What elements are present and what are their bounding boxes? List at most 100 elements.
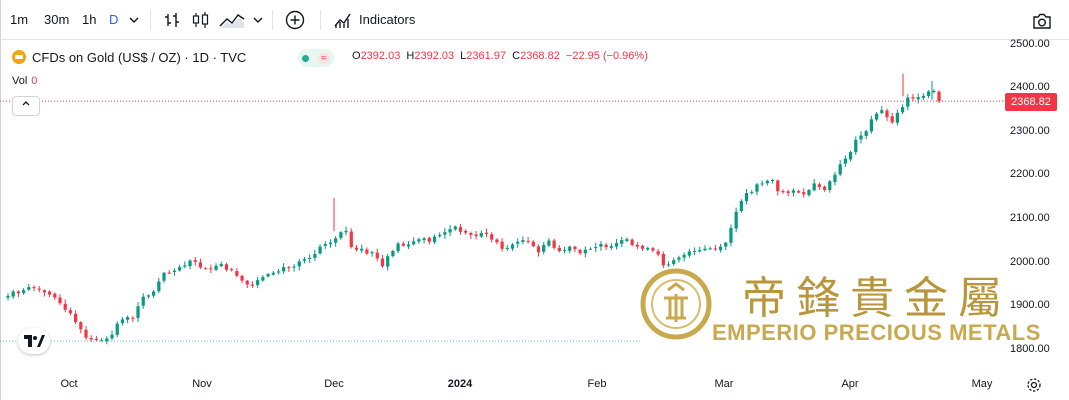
candle xyxy=(542,241,546,255)
candle xyxy=(755,182,759,196)
candle xyxy=(734,207,738,233)
candle xyxy=(848,150,853,162)
candle xyxy=(672,257,676,266)
chart-type-chevron-icon[interactable] xyxy=(252,8,264,32)
tradingview-logo[interactable] xyxy=(18,328,50,354)
candle xyxy=(864,129,868,140)
candle xyxy=(505,244,509,251)
candle xyxy=(412,237,416,246)
candle xyxy=(713,245,717,252)
y-tick-label: 2500.00 xyxy=(1010,38,1050,50)
candle xyxy=(895,109,900,126)
candle xyxy=(890,112,894,125)
candle xyxy=(536,244,541,257)
candle xyxy=(724,241,728,251)
candle xyxy=(386,253,390,271)
candle xyxy=(776,179,780,196)
legend-status-pill[interactable]: ≈ xyxy=(298,49,334,67)
interval-1m[interactable]: 1m xyxy=(10,12,29,27)
candle xyxy=(157,278,161,293)
candle xyxy=(6,293,10,301)
candle xyxy=(32,285,36,292)
candle xyxy=(869,115,873,134)
candle xyxy=(786,189,790,197)
candle xyxy=(438,232,442,238)
bar-style-icon[interactable] xyxy=(163,8,181,32)
candle xyxy=(807,189,811,197)
candle xyxy=(370,250,374,257)
candle xyxy=(594,242,598,253)
candle xyxy=(183,261,187,269)
candle xyxy=(635,242,639,250)
x-tick-label: Apr xyxy=(841,378,859,390)
interval-30m[interactable]: 30m xyxy=(44,12,70,27)
candle xyxy=(682,252,686,262)
left-border xyxy=(0,0,1,400)
candle xyxy=(276,269,281,275)
candle xyxy=(417,237,421,244)
candle xyxy=(880,106,884,114)
candle xyxy=(469,231,473,239)
x-tick-label: 2024 xyxy=(447,378,473,390)
candle xyxy=(448,225,452,237)
candle xyxy=(661,251,665,269)
candle xyxy=(58,294,62,306)
candle xyxy=(152,289,156,298)
candle xyxy=(921,93,926,101)
toolbar-divider xyxy=(272,10,273,30)
candle xyxy=(271,270,275,276)
low-label: L xyxy=(460,50,467,62)
candle xyxy=(900,104,905,115)
candle xyxy=(791,188,795,197)
candle xyxy=(625,237,629,243)
y-tick-label: 2300.00 xyxy=(1010,125,1050,137)
candle xyxy=(204,267,208,270)
candle-style-icon[interactable] xyxy=(191,8,211,32)
interval-1h[interactable]: 1h xyxy=(82,12,97,27)
candle xyxy=(490,232,494,243)
candle xyxy=(843,155,847,167)
candle xyxy=(427,236,431,245)
watermark-brand: EMPERIO PRECIOUS METALS xyxy=(712,320,1041,345)
gear-icon[interactable] xyxy=(1026,377,1042,396)
indicators-button[interactable]: Indicators xyxy=(333,8,415,32)
candle xyxy=(84,325,88,341)
candle xyxy=(120,316,125,326)
collapse-legend-button[interactable] xyxy=(12,96,40,116)
symbol-legend[interactable]: CFDs on Gold (US$ / OZ) · 1D · TVC xyxy=(12,46,246,68)
camera-icon[interactable] xyxy=(1032,12,1052,35)
candle xyxy=(796,189,801,194)
candle xyxy=(932,89,936,94)
area-style-icon[interactable] xyxy=(218,8,246,32)
y-tick-label: 2400.00 xyxy=(1010,81,1050,93)
candle xyxy=(396,241,400,254)
interval-dropdown-chevron-icon[interactable] xyxy=(128,8,140,32)
low-value: 2361.97 xyxy=(466,50,507,62)
high-label: H xyxy=(406,50,415,62)
candle xyxy=(209,264,213,274)
interval-d[interactable]: D xyxy=(109,12,119,27)
compare-plus-icon[interactable] xyxy=(284,8,306,32)
symbol-name: CFDs on Gold (US$ / OZ) · 1D · TVC xyxy=(32,49,247,65)
candle xyxy=(604,242,608,251)
candle xyxy=(21,287,26,295)
candle xyxy=(297,258,301,271)
x-tick-label: Feb xyxy=(587,378,607,390)
candle xyxy=(178,264,182,272)
candle xyxy=(230,267,234,272)
candle xyxy=(193,257,197,266)
last-price-tag: 2368.82 xyxy=(1005,93,1057,111)
candle xyxy=(464,229,468,235)
volume-legend: Vol 0 xyxy=(12,75,37,87)
candle xyxy=(375,248,379,262)
candle xyxy=(531,240,535,248)
candle xyxy=(484,228,489,237)
candle xyxy=(94,335,99,342)
close-label: C xyxy=(512,50,521,62)
volume-label: Vol xyxy=(12,75,28,87)
candle xyxy=(349,228,353,249)
open-label: O xyxy=(352,50,361,62)
candle xyxy=(828,180,832,193)
candle xyxy=(573,245,577,253)
